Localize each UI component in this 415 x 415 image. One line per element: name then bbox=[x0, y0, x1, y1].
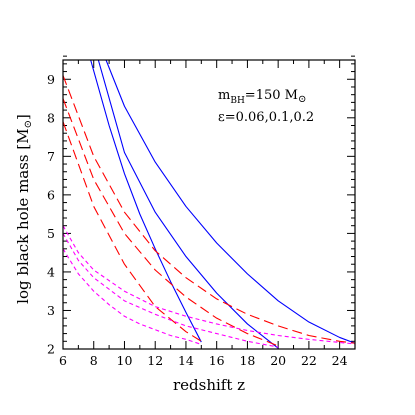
x-axis-label: redshift z bbox=[173, 376, 245, 394]
y-tick-label: 4 bbox=[47, 264, 55, 279]
series-line-long-dash-5 bbox=[63, 98, 279, 347]
series-line-solid-2 bbox=[97, 60, 279, 349]
x-tick-label: 14 bbox=[178, 353, 194, 368]
x-tick-label: 24 bbox=[332, 353, 348, 368]
annotation-mass: mBH=150 M⊙ bbox=[218, 88, 306, 106]
y-axis-label-sun: ⊙ bbox=[23, 120, 34, 128]
plot-frame bbox=[62, 59, 356, 350]
annotation-epsilon: ε=0.06,0.1,0.2 bbox=[218, 110, 314, 125]
y-tick-label: 5 bbox=[47, 226, 55, 241]
series-line-short-dash-9 bbox=[63, 225, 355, 345]
x-tick-label: 18 bbox=[239, 353, 255, 368]
tick-labels: 6 8 10 12 14 16 18 20 22 24 2 3 4 5 6 7 8 9 bbox=[47, 72, 348, 368]
series-line-short-dash-8 bbox=[63, 233, 279, 348]
y-tick-label: 6 bbox=[47, 187, 55, 202]
x-tick-label: 6 bbox=[59, 353, 67, 368]
x-tick-label: 10 bbox=[117, 353, 133, 368]
y-tick-label: 7 bbox=[47, 149, 55, 164]
y-tick-label: 3 bbox=[47, 303, 55, 318]
series-line-short-dash-7 bbox=[63, 248, 202, 345]
series-line-long-dash-4 bbox=[63, 121, 202, 342]
series-group bbox=[63, 60, 355, 349]
x-tick-label: 20 bbox=[270, 353, 286, 368]
series-line-solid-1 bbox=[90, 60, 202, 343]
x-tick-label: 16 bbox=[209, 353, 225, 368]
y-tick-label: 9 bbox=[47, 72, 55, 87]
y-tick-label: 2 bbox=[47, 342, 55, 357]
y-tick-label: 8 bbox=[47, 110, 55, 125]
series-line-solid-3 bbox=[105, 60, 355, 344]
x-tick-label: 8 bbox=[90, 353, 98, 368]
x-tick-label: 22 bbox=[301, 353, 317, 368]
series-line-long-dash-6 bbox=[63, 75, 355, 344]
y-axis-label: log black hole mass [M⊙] bbox=[14, 114, 34, 304]
x-tick-label: 12 bbox=[147, 353, 163, 368]
